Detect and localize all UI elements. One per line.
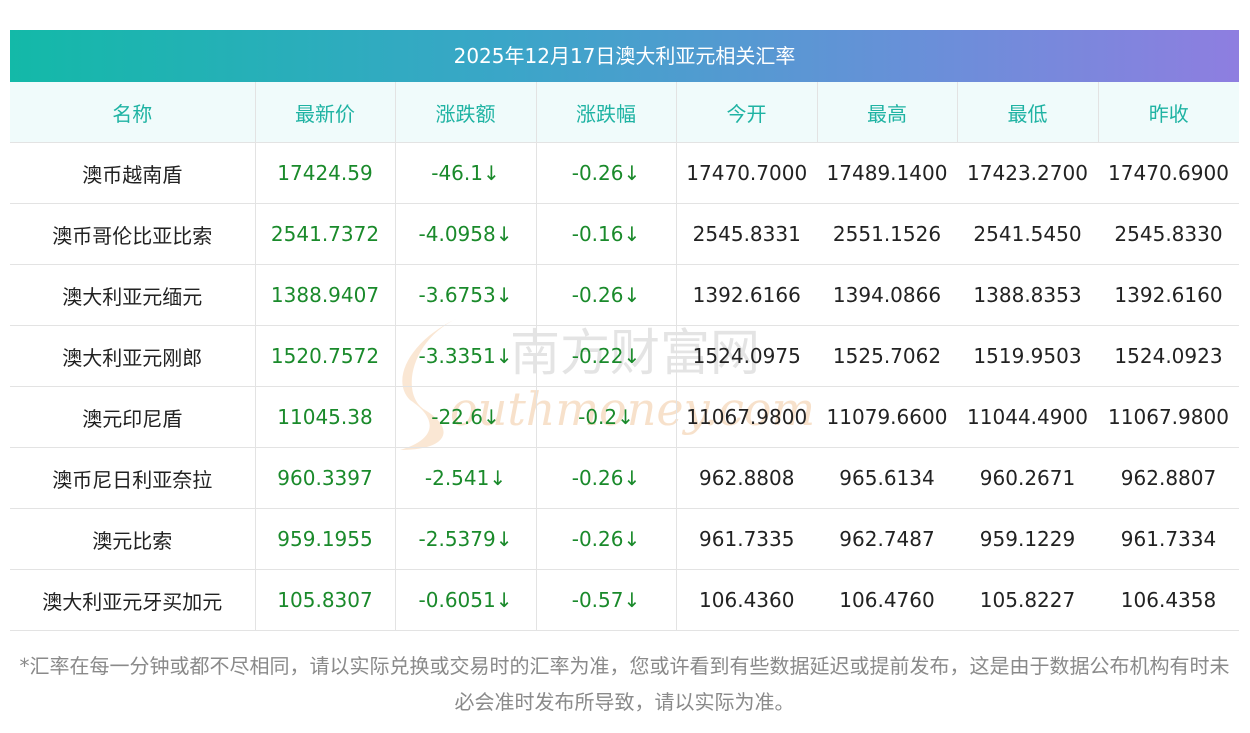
cell-change-pct: -0.57↓ [536, 569, 677, 631]
cell-high: 1394.0866 [817, 264, 957, 326]
table-row: 澳元印尼盾 11045.38 -22.6↓ -0.2↓ 11067.9800 11079.… [10, 386, 1239, 448]
disclaimer-note: *汇率在每一分钟或都不尽相同，请以实际兑换或交易时的汇率为准，您或许看到有些数据… [19, 654, 1230, 714]
cell-open: 11067.9800 [676, 386, 817, 448]
exchange-rate-table: 名称 最新价 涨跌额 涨跌幅 今开 最高 最低 昨收 澳币越南盾 17424.59… [10, 82, 1239, 631]
rates-panel: 2025年12月17日澳大利亚元相关汇率 名称 最新价 涨跌额 涨跌幅 今开 最… [10, 30, 1239, 631]
cell-low: 1519.9503 [957, 325, 1098, 387]
cell-change-pct: -0.2↓ [536, 386, 677, 448]
table-row: 澳大利亚元缅元 1388.9407 -3.6753↓ -0.26↓ 1392.6166 1… [10, 264, 1239, 326]
cell-prev-close: 106.4358 [1098, 569, 1239, 631]
cell-high: 1525.7062 [817, 325, 957, 387]
cell-open: 961.7335 [676, 508, 817, 570]
cell-name: 澳币尼日利亚奈拉 [10, 447, 256, 509]
table-title: 2025年12月17日澳大利亚元相关汇率 [10, 30, 1239, 82]
cell-open: 106.4360 [676, 569, 817, 631]
cell-prev-close: 1524.0923 [1098, 325, 1239, 387]
cell-latest: 1388.9407 [255, 264, 396, 326]
cell-high: 962.7487 [817, 508, 957, 570]
cell-change: -4.0958↓ [395, 203, 537, 265]
cell-open: 2545.8331 [676, 203, 817, 265]
header-open: 今开 [676, 82, 818, 143]
cell-prev-close: 17470.6900 [1098, 142, 1239, 204]
table-row: 澳元比索 959.1955 -2.5379↓ -0.26↓ 961.7335 962.74… [10, 508, 1239, 570]
cell-change: -2.5379↓ [395, 508, 537, 570]
cell-prev-close: 2545.8330 [1098, 203, 1239, 265]
cell-name: 澳大利亚元刚郎 [10, 325, 256, 387]
cell-change-pct: -0.26↓ [536, 264, 677, 326]
cell-change: -0.6051↓ [395, 569, 537, 631]
header-name: 名称 [10, 82, 256, 143]
table-row: 澳币哥伦比亚比索 2541.7372 -4.0958↓ -0.16↓ 2545.8331… [10, 203, 1239, 265]
table-row: 澳大利亚元牙买加元 105.8307 -0.6051↓ -0.57↓ 106.4360 1… [10, 569, 1239, 631]
cell-latest: 960.3397 [255, 447, 396, 509]
cell-name: 澳大利亚元缅元 [10, 264, 256, 326]
cell-open: 17470.7000 [676, 142, 817, 204]
header-change-pct: 涨跌幅 [536, 82, 677, 143]
cell-prev-close: 1392.6160 [1098, 264, 1239, 326]
cell-change: -3.6753↓ [395, 264, 537, 326]
cell-change-pct: -0.16↓ [536, 203, 677, 265]
cell-prev-close: 961.7334 [1098, 508, 1239, 570]
cell-high: 11079.6600 [817, 386, 957, 448]
cell-latest: 2541.7372 [255, 203, 396, 265]
cell-low: 105.8227 [957, 569, 1098, 631]
cell-high: 965.6134 [817, 447, 957, 509]
header-row: 名称 最新价 涨跌额 涨跌幅 今开 最高 最低 昨收 [10, 82, 1239, 143]
header-low: 最低 [957, 82, 1099, 143]
cell-low: 960.2671 [957, 447, 1098, 509]
cell-high: 2551.1526 [817, 203, 957, 265]
header-change: 涨跌额 [395, 82, 537, 143]
table-row: 澳大利亚元刚郎 1520.7572 -3.3351↓ -0.22↓ 1524.0975 1… [10, 325, 1239, 387]
cell-open: 1392.6166 [676, 264, 817, 326]
cell-low: 17423.2700 [957, 142, 1098, 204]
cell-low: 959.1229 [957, 508, 1098, 570]
cell-change-pct: -0.26↓ [536, 508, 677, 570]
cell-change: -22.6↓ [395, 386, 537, 448]
cell-low: 1388.8353 [957, 264, 1098, 326]
cell-latest: 1520.7572 [255, 325, 396, 387]
cell-open: 962.8808 [676, 447, 817, 509]
cell-change-pct: -0.22↓ [536, 325, 677, 387]
header-latest: 最新价 [255, 82, 396, 143]
cell-change-pct: -0.26↓ [536, 142, 677, 204]
cell-latest: 11045.38 [255, 386, 396, 448]
cell-open: 1524.0975 [676, 325, 817, 387]
cell-low: 2541.5450 [957, 203, 1098, 265]
cell-name: 澳币越南盾 [10, 142, 256, 204]
cell-name: 澳大利亚元牙买加元 [10, 569, 256, 631]
cell-prev-close: 11067.9800 [1098, 386, 1239, 448]
cell-name: 澳元印尼盾 [10, 386, 256, 448]
cell-high: 17489.1400 [817, 142, 957, 204]
header-prev-close: 昨收 [1098, 82, 1239, 143]
cell-change: -46.1↓ [395, 142, 537, 204]
cell-latest: 17424.59 [255, 142, 396, 204]
cell-high: 106.4760 [817, 569, 957, 631]
cell-name: 澳币哥伦比亚比索 [10, 203, 256, 265]
cell-change: -3.3351↓ [395, 325, 537, 387]
cell-latest: 959.1955 [255, 508, 396, 570]
cell-prev-close: 962.8807 [1098, 447, 1239, 509]
cell-change-pct: -0.26↓ [536, 447, 677, 509]
table-row: 澳币尼日利亚奈拉 960.3397 -2.541↓ -0.26↓ 962.8808 965… [10, 447, 1239, 509]
cell-name: 澳元比索 [10, 508, 256, 570]
cell-latest: 105.8307 [255, 569, 396, 631]
header-high: 最高 [817, 82, 958, 143]
table-row: 澳币越南盾 17424.59 -46.1↓ -0.26↓ 17470.7000 17489… [10, 142, 1239, 204]
cell-low: 11044.4900 [957, 386, 1098, 448]
cell-change: -2.541↓ [395, 447, 537, 509]
